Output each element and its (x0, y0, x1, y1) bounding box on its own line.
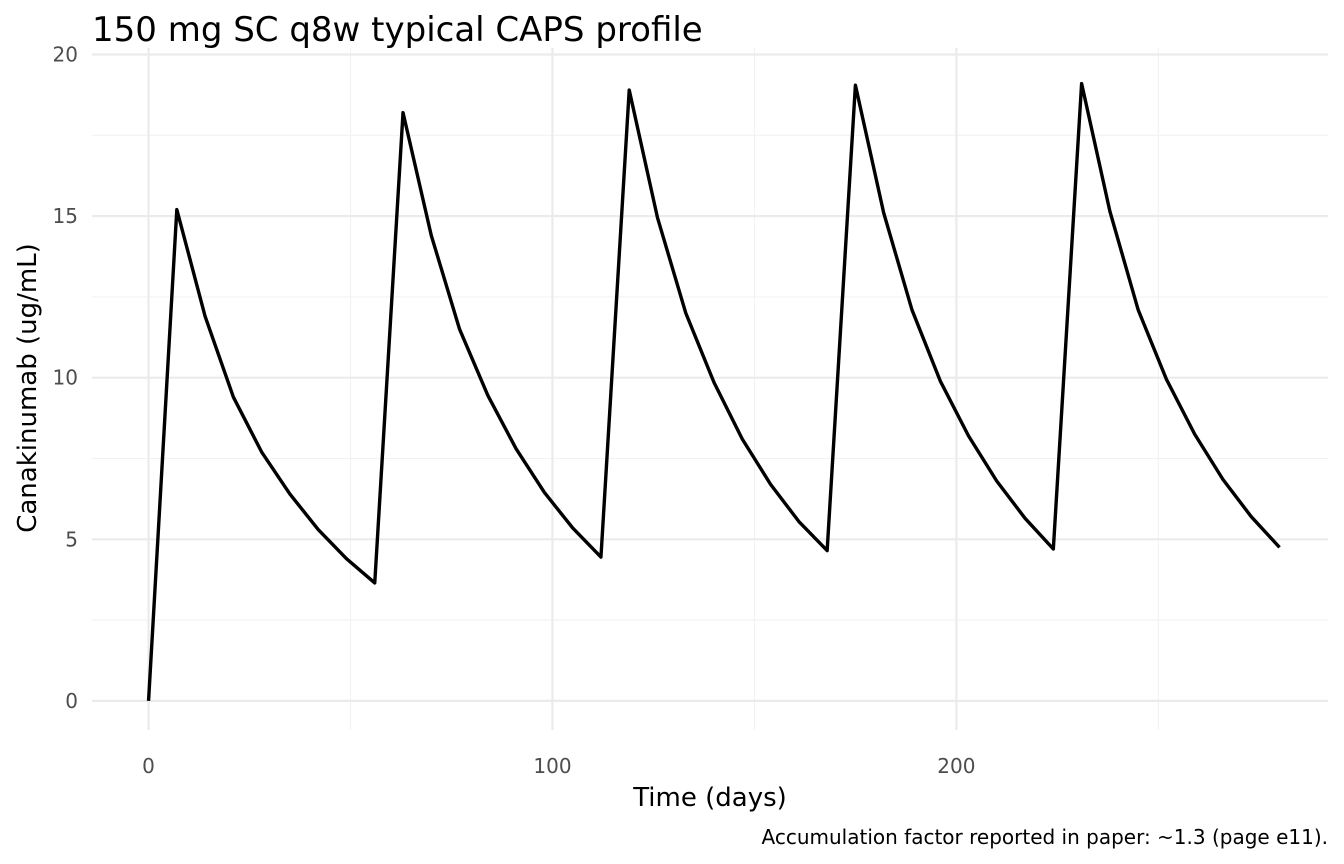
minor-gridlines (92, 48, 1328, 730)
y-axis-title: Canakinumab (ug/mL) (13, 243, 43, 533)
x-axis-title: Time (days) (632, 783, 787, 813)
concentration-line (146, 81, 1281, 702)
y-axis-ticks: 0 5 10 15 20 (53, 42, 78, 712)
chart-caption: Accumulation factor reported in paper: ~… (762, 825, 1328, 849)
y-tick-label: 0 (65, 689, 78, 713)
y-tick-label: 20 (53, 42, 78, 66)
x-tick-label: 0 (142, 754, 155, 778)
x-tick-label: 200 (937, 754, 975, 778)
major-gridlines (92, 48, 1328, 730)
x-tick-label: 100 (533, 754, 571, 778)
chart-title: 150 mg SC q8w typical CAPS profile (92, 10, 703, 50)
y-tick-label: 10 (53, 366, 78, 390)
y-tick-label: 15 (53, 204, 78, 228)
x-axis-ticks: 0 100 200 (142, 754, 975, 778)
y-tick-label: 5 (65, 527, 78, 551)
